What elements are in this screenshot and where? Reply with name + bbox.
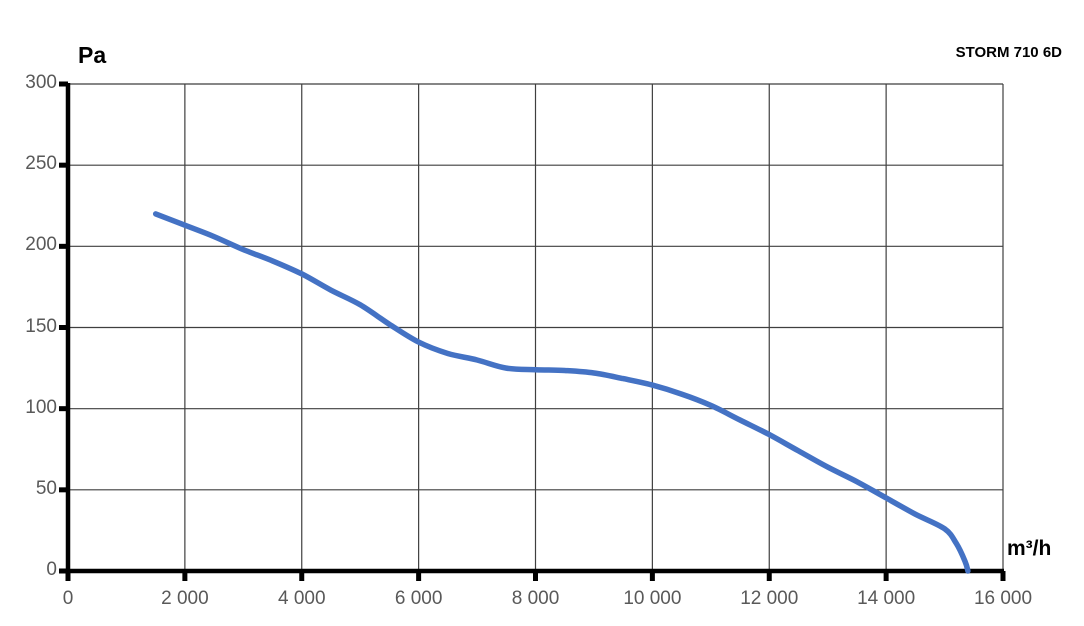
x-tick-label: 8 000	[511, 588, 560, 609]
y-tick-label: 200	[25, 234, 57, 256]
y-tick-label: 100	[25, 396, 57, 418]
x-axis-unit-label: m³/h	[1007, 537, 1052, 560]
y-axis-unit-label: Pa	[78, 42, 107, 68]
x-tick-label: 2 000	[161, 588, 209, 609]
chart-title: STORM 710 6D	[955, 44, 1062, 61]
x-tick-label: 0	[62, 588, 74, 609]
y-tick-label: 50	[35, 477, 57, 499]
x-tick-label: 10 000	[623, 588, 682, 609]
x-tick-label: 16 000	[973, 588, 1033, 609]
x-tick-label: 12 000	[740, 588, 799, 609]
y-tick-label: 150	[25, 315, 57, 337]
x-tick-label: 4 000	[277, 588, 326, 609]
performance-curve	[152, 211, 971, 574]
x-tick-label: 6 000	[394, 588, 443, 609]
y-tick-label: 0	[46, 559, 57, 580]
x-tick-label: 14 000	[857, 588, 916, 609]
y-tick-label: 250	[25, 153, 57, 175]
y-tick-label: 300	[25, 72, 57, 93]
